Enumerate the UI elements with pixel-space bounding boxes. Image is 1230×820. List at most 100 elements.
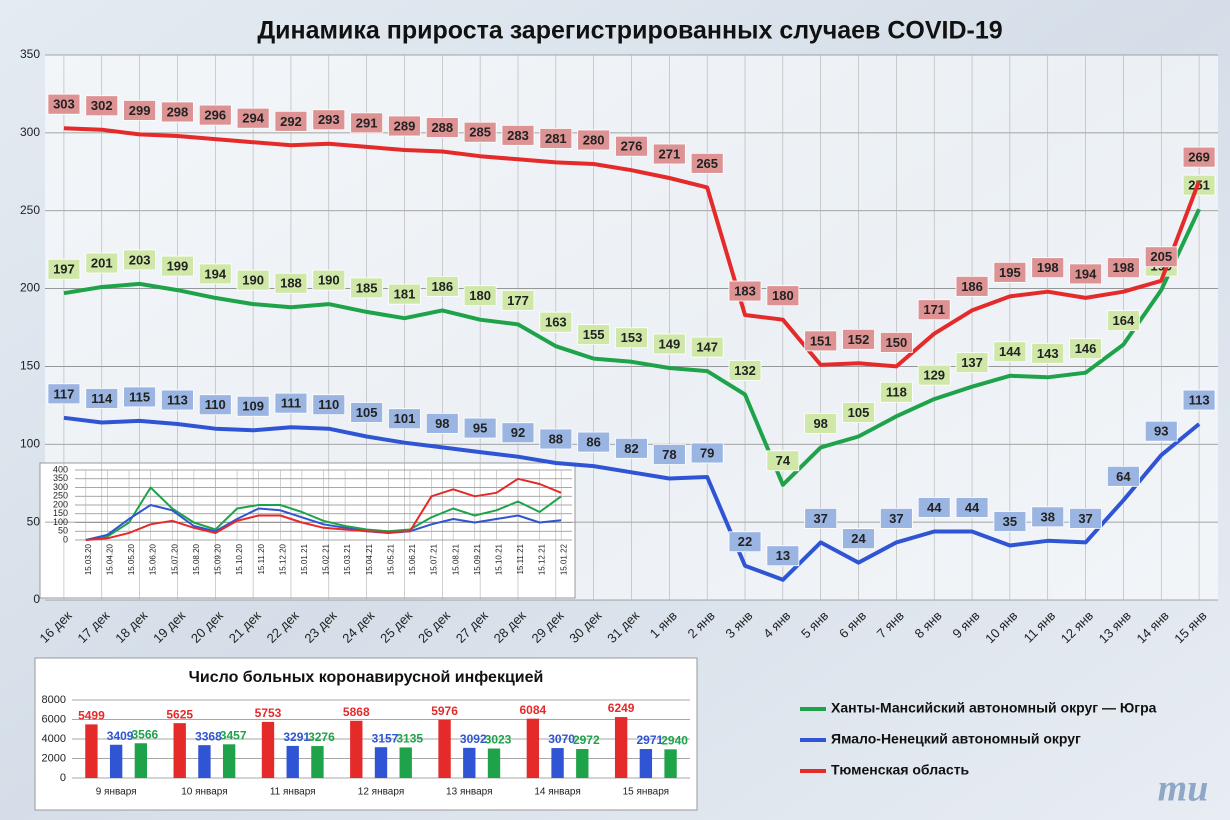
line <box>85 486 562 541</box>
label-box <box>577 431 611 453</box>
value-label: 296 <box>204 108 226 123</box>
label-box <box>236 107 270 129</box>
label-box <box>161 255 194 277</box>
value-label: 183 <box>734 283 756 298</box>
value-label: 155 <box>583 327 605 342</box>
label-box <box>842 528 875 550</box>
label-box <box>425 117 459 138</box>
y-tick-label: 150 <box>20 359 40 373</box>
bar <box>399 747 412 778</box>
label-box <box>1069 338 1102 360</box>
x-tick-label: 15.06.21 <box>408 543 417 575</box>
label-box <box>123 249 156 271</box>
value-label: 171 <box>923 302 945 317</box>
label-box <box>539 128 573 149</box>
label-box <box>804 412 838 434</box>
value-label: 180 <box>772 288 794 303</box>
legend: Ханты-Мансийский автономный округ — Югра… <box>800 700 1157 778</box>
value-label: 177 <box>507 293 529 308</box>
label-box <box>123 386 156 408</box>
value-label: 143 <box>1037 346 1059 361</box>
value-label: 289 <box>394 118 416 133</box>
value-label: 163 <box>545 315 567 330</box>
label-box <box>652 333 686 355</box>
value-label: 201 <box>91 255 113 270</box>
label-box <box>842 402 875 423</box>
value-label: 6249 <box>608 701 635 715</box>
value-label: 299 <box>129 103 151 118</box>
bar <box>526 718 540 778</box>
label-box <box>274 110 308 132</box>
y-tick-label: 4000 <box>42 733 66 745</box>
x-tick-label: 15.07.20 <box>170 543 179 575</box>
bar-title: Число больных коронавирусной инфекцией <box>189 669 544 686</box>
value-label: 5868 <box>343 705 370 719</box>
x-tick-label: 15.09.20 <box>214 543 223 575</box>
label-box <box>85 95 119 117</box>
value-label: 303 <box>53 97 75 112</box>
x-tick-label: 15.12.21 <box>538 543 547 575</box>
value-label: 190 <box>318 273 340 288</box>
y-tick-label: 100 <box>53 517 68 527</box>
label-box <box>1144 246 1178 268</box>
label-box <box>236 395 270 417</box>
value-label: 293 <box>318 112 340 127</box>
bar <box>438 719 451 778</box>
bar <box>614 717 628 778</box>
value-label: 199 <box>167 259 189 274</box>
value-label: 292 <box>280 114 302 129</box>
x-tick-label: 14 января <box>534 787 580 798</box>
value-label: 3291 <box>283 730 310 744</box>
value-label: 115 <box>129 389 150 404</box>
value-label: 24 <box>851 531 866 546</box>
value-label: 197 <box>53 262 75 277</box>
y-tick-label: 6000 <box>42 713 66 725</box>
bar <box>286 745 299 778</box>
value-label: 111 <box>281 396 301 411</box>
x-tick-label: 15.05.21 <box>386 543 395 575</box>
value-label: 105 <box>356 405 378 420</box>
x-tick-label: 15.05.20 <box>127 543 136 575</box>
line <box>85 477 562 541</box>
y-tick-label: 50 <box>58 526 68 536</box>
label-box <box>425 412 459 434</box>
label-box <box>842 328 875 350</box>
label-box <box>804 507 838 529</box>
y-tick-label: 350 <box>20 47 40 61</box>
value-label: 2971 <box>637 733 664 747</box>
value-label: 105 <box>848 405 870 420</box>
value-label: 114 <box>91 391 113 406</box>
x-tick-label: 15.07.21 <box>430 543 439 575</box>
value-label: 195 <box>999 265 1021 280</box>
label-box <box>917 299 951 321</box>
bar <box>173 723 186 778</box>
y-tick-label: 300 <box>53 482 68 492</box>
value-label: 86 <box>586 435 600 450</box>
value-label: 3023 <box>485 733 512 747</box>
label-box <box>917 497 951 518</box>
y-tick-label: 150 <box>53 508 68 518</box>
value-label: 13 <box>776 548 790 563</box>
y-tick-label: 0 <box>33 592 40 606</box>
line <box>63 415 1201 582</box>
y-tick-label: 350 <box>53 473 68 483</box>
label-box <box>463 417 497 439</box>
label-box <box>1107 465 1140 487</box>
label-box <box>577 324 611 346</box>
label-box <box>577 129 611 151</box>
bar <box>85 724 98 778</box>
value-label: 151 <box>810 333 832 348</box>
value-label: 35 <box>1003 514 1017 529</box>
x-tick-label: 15.03.21 <box>343 543 352 575</box>
value-label: 186 <box>431 279 453 294</box>
label-box <box>955 497 989 518</box>
legend-label: Ханты-Мансийский автономный округ — Югра <box>831 700 1157 716</box>
label-box <box>85 252 119 274</box>
label-box <box>615 327 648 349</box>
x-tick-label: 10 января <box>181 787 227 798</box>
value-label: 113 <box>1189 392 1210 407</box>
label-box <box>539 311 573 333</box>
value-label: 198 <box>1037 260 1059 275</box>
label-box <box>47 258 81 280</box>
label-box <box>728 280 762 302</box>
